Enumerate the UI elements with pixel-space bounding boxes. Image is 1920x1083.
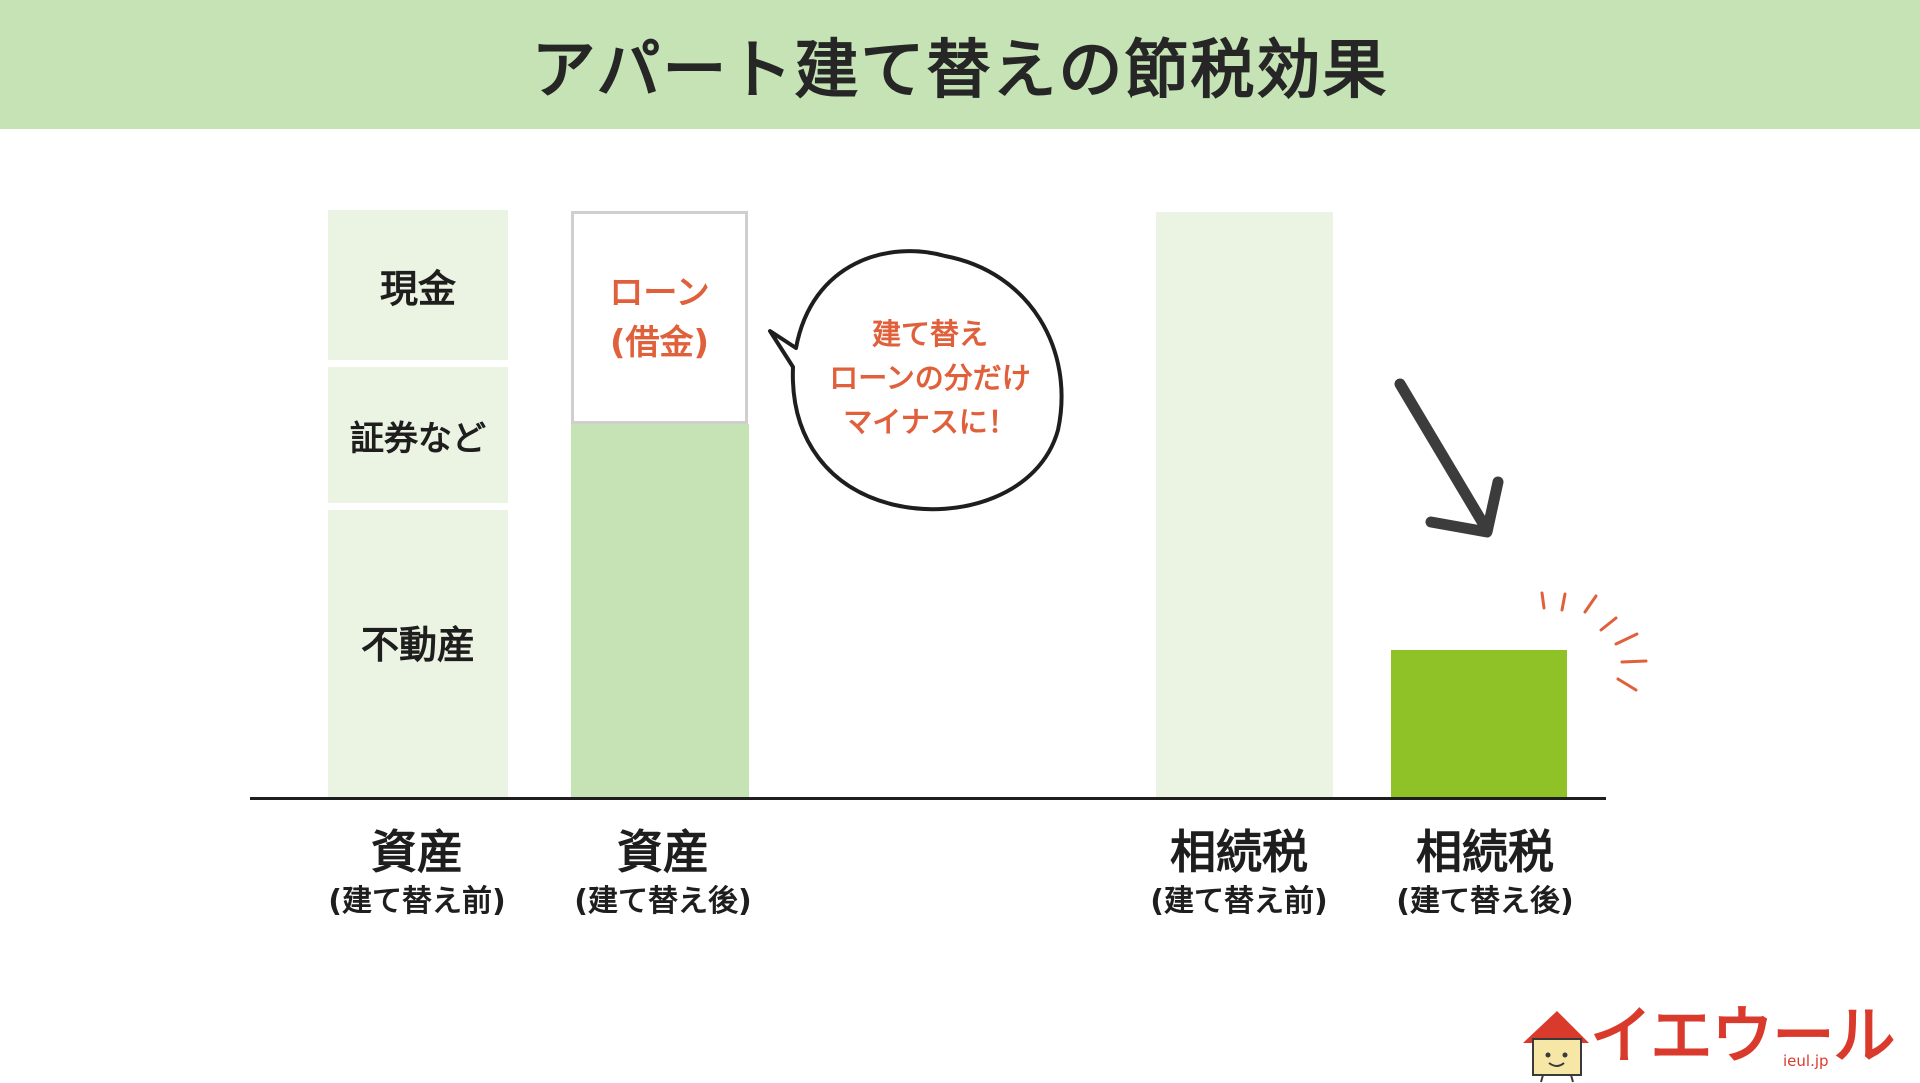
logo-wordmark: イエウール: [1590, 999, 1895, 1072]
baseline-axis: [250, 797, 1606, 800]
xlabel-asset-before: 資産 (建て替え前): [287, 824, 547, 924]
xlabel-asset-before-main: 資産: [371, 825, 463, 879]
xlabel-tax-after-sub: (建て替え後): [1396, 884, 1574, 919]
asset-after-bar: [571, 424, 749, 797]
house-logo-icon: [1523, 1011, 1589, 1083]
xlabel-asset-after-main: 資産: [617, 825, 709, 879]
xlabel-tax-after: 相続税 (建て替え後): [1355, 824, 1615, 924]
xlabel-asset-after-sub: (建て替え後): [574, 884, 752, 919]
segment-securities: 証券など: [328, 367, 508, 503]
bubble-line-3: マイナスに！: [843, 405, 1017, 439]
tax-after-bar: [1391, 650, 1567, 797]
loan-sublabel: (借金): [609, 322, 710, 363]
segment-securities-label: 証券など: [350, 418, 486, 459]
loan-label: ローン: [609, 272, 710, 313]
bubble-text: 建て替え ローンの分だけ マイナスに！: [790, 312, 1070, 444]
xlabel-asset-before-sub: (建て替え前): [328, 884, 506, 919]
tax-before-bar: [1156, 212, 1333, 797]
xlabel-tax-before: 相続税 (建て替え前): [1109, 824, 1369, 924]
segment-cash: 現金: [328, 210, 508, 360]
segment-real-estate: 不動産: [328, 510, 508, 797]
bubble-line-2: ローンの分だけ: [829, 361, 1031, 395]
loan-box: ローン (借金): [571, 211, 748, 424]
xlabel-tax-after-main: 相続税: [1416, 825, 1554, 879]
xlabel-asset-after: 資産 (建て替え後): [533, 824, 793, 924]
logo-domain: ieul.jp: [1783, 1052, 1829, 1070]
xlabel-tax-before-sub: (建て替え前): [1150, 884, 1328, 919]
xlabel-tax-before-main: 相続税: [1170, 825, 1308, 879]
segment-cash-label: 現金: [379, 266, 456, 311]
title-banner: アパート建て替えの節税効果: [0, 0, 1920, 129]
bubble-line-1: 建て替え: [871, 317, 988, 351]
page-title: アパート建て替えの節税効果: [531, 33, 1389, 108]
segment-real-estate-label: 不動産: [360, 623, 475, 667]
